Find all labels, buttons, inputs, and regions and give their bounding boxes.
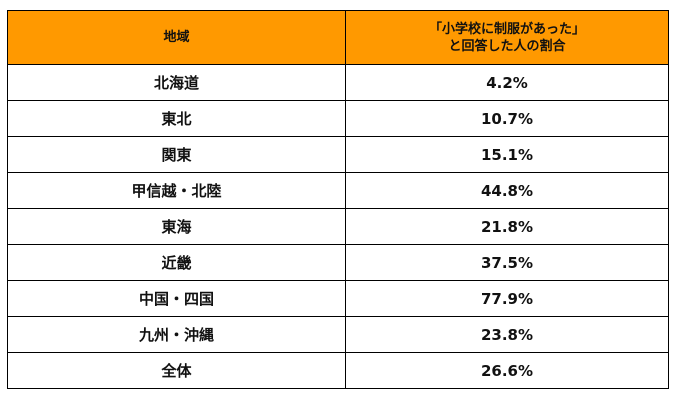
- rate-cell: 15.1%: [345, 136, 669, 173]
- table-row-total: 全体 26.6%: [7, 352, 669, 389]
- region-cell: 北海道: [7, 64, 346, 101]
- table-row: 東北 10.7%: [7, 100, 669, 137]
- region-cell: 中国・四国: [7, 280, 346, 317]
- rate-cell: 4.2%: [345, 64, 669, 101]
- table-row: 関東 15.1%: [7, 136, 669, 173]
- table-row: 東海 21.8%: [7, 208, 669, 245]
- table-row: 中国・四国 77.9%: [7, 280, 669, 317]
- region-cell: 九州・沖縄: [7, 316, 346, 353]
- region-cell: 甲信越・北陸: [7, 172, 346, 209]
- header-row: 地域 「小学校に制服があった」 と回答した人の割合: [7, 10, 669, 65]
- rate-cell: 26.6%: [345, 352, 669, 389]
- header-rate: 「小学校に制服があった」 と回答した人の割合: [345, 10, 669, 65]
- uniform-rate-table: 地域 「小学校に制服があった」 と回答した人の割合 北海道 4.2% 東北 10…: [7, 10, 669, 389]
- header-rate-line1: 「小学校に制服があった」: [428, 21, 585, 37]
- rate-cell: 77.9%: [345, 280, 669, 317]
- region-cell: 東北: [7, 100, 346, 137]
- table-row: 近畿 37.5%: [7, 244, 669, 281]
- table-row: 甲信越・北陸 44.8%: [7, 172, 669, 209]
- table-row: 九州・沖縄 23.8%: [7, 316, 669, 353]
- region-cell: 全体: [7, 352, 346, 389]
- region-cell: 近畿: [7, 244, 346, 281]
- rate-cell: 10.7%: [345, 100, 669, 137]
- header-rate-line2: と回答した人の割合: [448, 38, 566, 54]
- region-cell: 東海: [7, 208, 346, 245]
- region-cell: 関東: [7, 136, 346, 173]
- rate-cell: 21.8%: [345, 208, 669, 245]
- table-row: 北海道 4.2%: [7, 64, 669, 101]
- header-region: 地域: [7, 10, 346, 65]
- rate-cell: 44.8%: [345, 172, 669, 209]
- rate-cell: 23.8%: [345, 316, 669, 353]
- rate-cell: 37.5%: [345, 244, 669, 281]
